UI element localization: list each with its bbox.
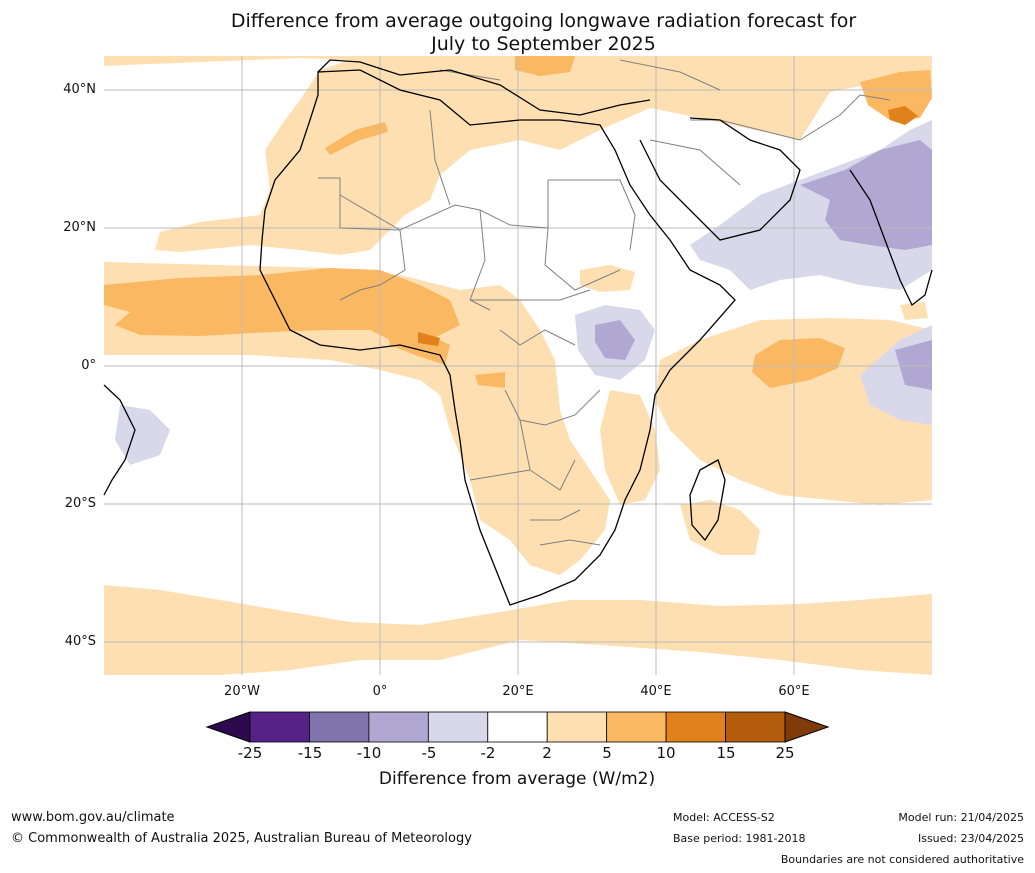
colorbar-label-15: 15: [716, 744, 736, 762]
footer-url: www.bom.gov.au/climate: [11, 810, 175, 825]
lat-tick-40s: 40°S: [64, 634, 96, 649]
anomaly-orange-mediterranean: [515, 56, 575, 76]
colorbar-extend-high: [784, 711, 830, 743]
south-america-coastline: [103, 384, 136, 496]
madagascar-coastline: [689, 459, 726, 542]
country-borders: [318, 59, 891, 546]
colorbar-extend-low: [205, 711, 251, 743]
colorbar-box: [368, 711, 429, 743]
anomaly-light-orange-madagascar: [680, 500, 760, 555]
anomaly-light-orange-northafrica: [104, 56, 932, 255]
anomaly-light-orange-bay: [900, 302, 928, 320]
anomaly-orange-atlas: [325, 122, 388, 155]
footer-issued: Issued: 23/04/2025: [917, 832, 1024, 845]
arabia-coastline: [639, 117, 801, 241]
colorbar-box: [427, 711, 489, 743]
anomaly-orange-himalaya: [860, 70, 932, 120]
colorbar-label-2: 2: [542, 744, 552, 762]
lon-tick-0: 0°: [372, 684, 388, 699]
colorbar-label-neg15: -15: [297, 744, 323, 762]
footer-copyright: © Commonwealth of Australia 2025, Austra…: [11, 831, 472, 846]
anomaly-light-orange-arabia: [580, 265, 635, 292]
footer-model-run: Model run: 21/04/2025: [898, 811, 1024, 824]
coastlines: [103, 59, 933, 606]
lon-tick-20e: 20°E: [502, 684, 534, 699]
anomaly-dark-orange-gulf: [418, 332, 440, 346]
anomaly-light-orange-south-africa-east: [600, 390, 660, 505]
colorbar-label-neg10: -10: [356, 744, 382, 762]
footer-disclaimer: Boundaries are not considered authoritat…: [780, 853, 1024, 866]
anomaly-dark-orange-tibet: [888, 106, 918, 125]
lon-tick-40e: 40°E: [640, 684, 672, 699]
colorbar-label-25: 25: [775, 744, 795, 762]
anomaly-purple-bay: [895, 340, 932, 390]
colorbar-title: Difference from average (W/m2): [378, 769, 656, 789]
colorbar-label-neg25: -25: [237, 744, 263, 762]
anomaly-light-orange-equatorial-band: [104, 262, 610, 575]
anomaly-purple-eastafrica: [595, 320, 635, 360]
title-line-1: Difference from average outgoing longwav…: [230, 10, 857, 32]
anomaly-orange-congo: [475, 372, 505, 388]
colorbar-box: [725, 711, 786, 743]
graticule: [104, 56, 932, 675]
lon-tick-60e: 60°E: [778, 684, 810, 699]
lat-tick-40n: 40°N: [63, 82, 96, 97]
lon-tick-20w: 20°W: [224, 684, 260, 699]
colorbar-box: [249, 711, 310, 743]
footer-base-period: Base period: 1981-2018: [673, 832, 806, 845]
colorbar-box: [309, 711, 370, 743]
colorbar-label-10: 10: [656, 744, 676, 762]
lat-tick-0: 0°: [81, 358, 96, 373]
colorbar-box: [665, 711, 726, 743]
footer-model: Model: ACCESS-S2: [673, 811, 775, 824]
map-title: Difference from average outgoing longwav…: [0, 10, 1035, 56]
india-coastline: [849, 169, 933, 307]
lat-tick-20n: 20°N: [63, 220, 96, 235]
anomaly-orange-arabian-sea: [752, 338, 845, 388]
colorbar-label-5: 5: [602, 744, 612, 762]
lat-tick-20s: 20°S: [64, 496, 96, 511]
title-line-2: July to September 2025: [431, 33, 656, 55]
africa-coastline: [259, 69, 736, 606]
colorbar-label-neg5: -5: [421, 744, 437, 762]
colorbar: [205, 711, 830, 743]
europe-coastline: [317, 59, 651, 116]
anomaly-orange-central: [385, 325, 450, 365]
colorbar-box: [606, 711, 667, 743]
colorbar-box: [546, 711, 608, 743]
colorbar-label-neg2: -2: [480, 744, 496, 762]
colorbar-box: [487, 711, 548, 743]
